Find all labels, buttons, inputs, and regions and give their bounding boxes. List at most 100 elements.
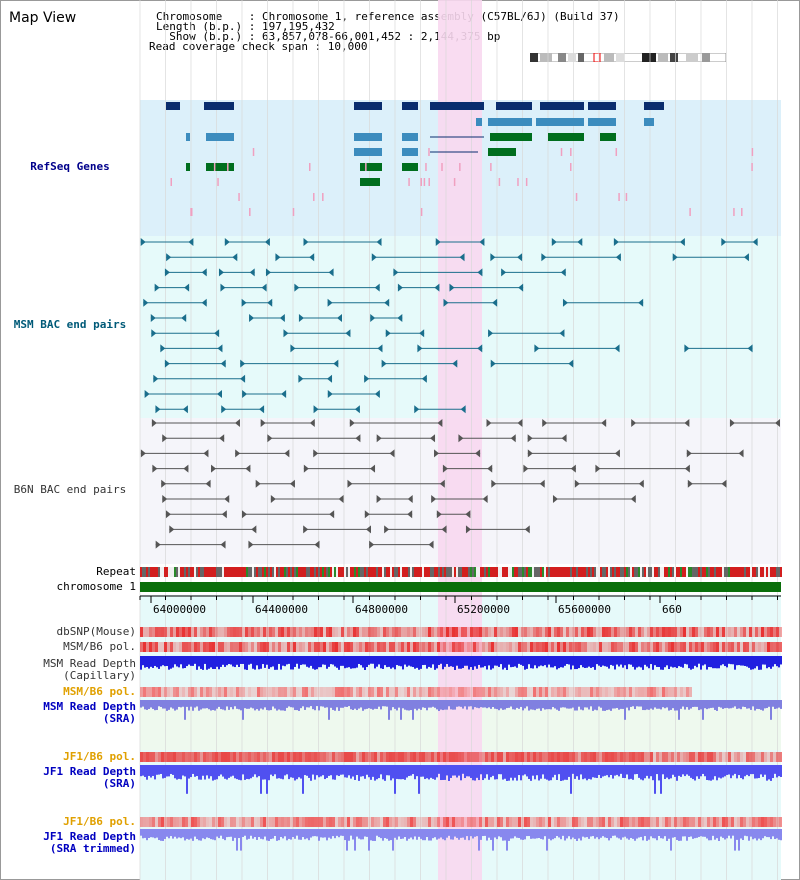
heatmap-cell xyxy=(269,817,272,827)
read-depth-bar xyxy=(470,700,472,707)
read-depth-bar xyxy=(328,765,330,776)
read-depth-bar xyxy=(472,700,474,710)
read-depth-bar xyxy=(276,700,278,711)
heatmap-cell xyxy=(212,687,215,697)
heatmap-cell xyxy=(221,752,224,762)
heatmap-cell xyxy=(644,627,647,637)
read-depth-bar xyxy=(348,829,350,841)
read-depth-bar xyxy=(228,700,230,710)
read-depth-bar xyxy=(486,765,488,775)
read-depth-bar xyxy=(390,700,392,711)
heatmap-cell xyxy=(599,687,602,697)
msm-bac-pair-end xyxy=(241,298,247,307)
heatmap-cell xyxy=(449,817,452,827)
read-depth-bar xyxy=(400,765,402,780)
read-depth-bar xyxy=(212,700,214,711)
read-depth-bar xyxy=(686,765,688,775)
heatmap-cell xyxy=(299,817,302,827)
read-depth-bar xyxy=(520,765,522,781)
read-depth-bar xyxy=(280,656,282,670)
chromosome-ideogram[interactable] xyxy=(530,53,726,62)
read-depth-bar xyxy=(228,829,230,837)
read-depth-bar xyxy=(546,656,548,668)
read-depth-bar xyxy=(628,829,630,840)
repeat-element xyxy=(216,567,218,577)
read-depth-bar xyxy=(434,700,436,708)
repeat-element xyxy=(538,567,540,577)
repeat-element xyxy=(252,567,254,577)
heatmap-cell xyxy=(653,642,656,652)
refseq-gene xyxy=(476,118,482,126)
heatmap-cell xyxy=(314,642,317,652)
msm-bac-pair-end xyxy=(381,359,387,368)
heatmap-cell xyxy=(152,687,155,697)
refseq-pseudogene xyxy=(170,178,172,186)
heatmap-cell xyxy=(356,752,359,762)
read-depth-bar xyxy=(442,656,444,670)
read-depth-bar xyxy=(342,700,344,708)
read-depth-bar xyxy=(204,700,206,709)
read-depth-bar xyxy=(154,829,156,839)
repeat-element xyxy=(760,567,762,577)
heatmap-cell xyxy=(551,817,554,827)
heatmap-cell xyxy=(236,627,239,637)
read-depth-bar xyxy=(522,829,524,840)
repeat-element xyxy=(510,567,512,577)
read-depth-bar xyxy=(502,765,504,780)
heatmap-cell xyxy=(290,627,293,637)
jf1-depth-sub-label: (SRA) xyxy=(102,777,136,790)
read-depth-bar xyxy=(288,700,290,707)
read-depth-bar xyxy=(182,656,184,669)
repeat-element xyxy=(182,567,184,577)
heatmap-cell xyxy=(719,752,722,762)
heatmap-cell xyxy=(554,627,557,637)
heatmap-cell xyxy=(371,642,374,652)
heatmap-cell xyxy=(278,817,281,827)
read-depth-bar xyxy=(436,700,438,710)
read-depth-bar xyxy=(696,656,698,668)
read-depth-bar xyxy=(648,765,650,779)
b6n-bac-pair-end xyxy=(205,479,211,488)
read-depth-bar xyxy=(548,700,550,710)
heatmap-cell xyxy=(437,817,440,827)
repeat-element xyxy=(400,567,402,577)
read-depth-bar xyxy=(262,656,264,665)
read-depth-bar xyxy=(588,656,590,667)
heatmap-cell xyxy=(197,817,200,827)
read-depth-bar xyxy=(584,765,586,779)
heatmap-cell xyxy=(329,817,332,827)
repeat-element xyxy=(278,567,280,577)
heatmap-cell xyxy=(470,642,473,652)
repeat-element xyxy=(662,567,664,577)
heatmap-cell xyxy=(263,627,266,637)
read-depth-bar xyxy=(156,656,158,668)
read-depth-bar xyxy=(238,656,240,667)
heatmap-cell xyxy=(155,752,158,762)
read-depth-bar xyxy=(704,700,706,709)
read-depth-bar xyxy=(460,700,462,707)
heatmap-cell xyxy=(386,642,389,652)
repeat-element xyxy=(222,567,224,577)
heatmap-cell xyxy=(323,642,326,652)
read-depth-bar xyxy=(770,765,772,781)
heatmap-cell xyxy=(332,687,335,697)
read-depth-bar xyxy=(664,700,666,709)
repeat-element xyxy=(602,567,604,577)
read-depth-bar xyxy=(674,700,676,711)
read-depth-bar xyxy=(486,656,488,670)
repeat-element xyxy=(350,567,352,577)
read-depth-bar xyxy=(740,765,742,779)
read-depth-bar xyxy=(686,829,688,841)
read-depth-bar xyxy=(352,829,354,840)
repeat-element xyxy=(622,567,624,577)
repeat-element xyxy=(778,567,780,577)
heatmap-cell xyxy=(737,817,740,827)
msm-bac-pair-end xyxy=(214,329,220,338)
repeat-element xyxy=(460,567,462,577)
read-depth-bar xyxy=(488,765,490,780)
read-depth-bar xyxy=(514,656,516,667)
read-depth-bar xyxy=(690,656,692,670)
read-depth-bar xyxy=(644,700,646,711)
read-depth-bar xyxy=(310,765,312,781)
